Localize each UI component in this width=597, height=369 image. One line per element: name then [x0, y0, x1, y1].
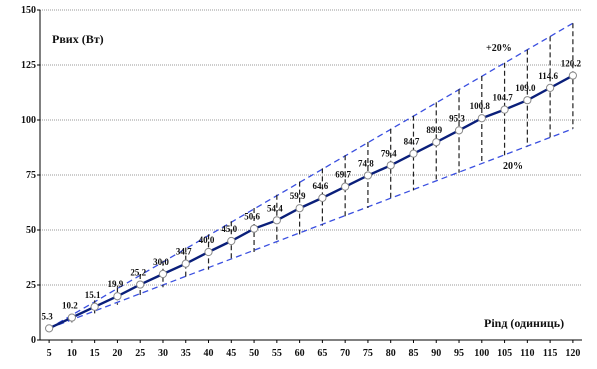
y-tick-label: 125 — [21, 60, 36, 71]
series-main — [45, 71, 577, 333]
x-tick-label: 35 — [181, 348, 191, 359]
tick-labels: 0 25 50 75 100 125 150 5 10 15 20 25 30 35 40 45 50 55 60 6… — [21, 5, 580, 359]
x-tick-label: 5 — [47, 348, 52, 359]
data-label: 5.3 — [41, 311, 53, 321]
series-line — [48, 74, 574, 330]
data-point — [477, 114, 486, 123]
data-label: 10.2 — [62, 301, 78, 311]
data-label: 59.9 — [290, 191, 306, 201]
data-label: 64.6 — [313, 181, 329, 191]
y-tick-label: 0 — [31, 335, 36, 346]
x-tick-label: 10 — [67, 348, 77, 359]
data-label: 79.4 — [381, 148, 397, 158]
data-point — [546, 83, 555, 92]
data-point — [272, 216, 281, 225]
data-point — [136, 280, 145, 289]
data-point — [204, 247, 213, 257]
x-tick-label: 55 — [272, 348, 282, 359]
y-tick-label: 75 — [26, 170, 36, 181]
data-point — [158, 269, 168, 279]
data-label: 69.7 — [335, 170, 351, 180]
data-point — [432, 138, 441, 147]
data-point — [523, 96, 532, 105]
data-point — [295, 204, 304, 213]
data-point — [500, 105, 509, 114]
data-point — [67, 313, 76, 322]
data-point — [568, 71, 577, 80]
data-label: 114.6 — [538, 71, 558, 81]
x-tick-label: 100 — [474, 348, 489, 359]
drop-lines — [71, 23, 574, 323]
x-axis-title: Ріnд (одиниць) — [484, 316, 564, 330]
y-tick-label: 150 — [21, 5, 36, 16]
axes — [37, 9, 582, 343]
x-tick-label: 30 — [158, 348, 168, 359]
x-tick-label: 50 — [249, 348, 259, 359]
lower-band-label: 20% — [503, 161, 523, 172]
data-label: 30.0 — [153, 257, 169, 267]
data-label: 104.7 — [492, 93, 513, 103]
gridlines — [40, 9, 582, 286]
data-label: 120.2 — [561, 59, 582, 69]
data-label: 54.4 — [267, 203, 283, 213]
data-point — [318, 193, 327, 202]
data-labels: 5.3 10.2 15.1 19.9 25.2 30.0 34.7 40.0 45.0 50.6 5… — [41, 59, 581, 322]
x-tick-label: 45 — [226, 348, 236, 359]
data-point — [227, 236, 236, 246]
x-tick-label: 90 — [431, 348, 441, 359]
data-label: 40.0 — [199, 235, 215, 245]
tolerance-band — [48, 22, 574, 329]
y-axis-title: Pвих (Вт) — [52, 32, 104, 46]
data-label: 34.7 — [176, 247, 192, 257]
data-point — [181, 259, 190, 268]
x-tick-label: 60 — [295, 348, 305, 359]
upper-band-line — [48, 22, 574, 329]
x-tick-label: 40 — [204, 348, 214, 359]
upper-band-label: +20% — [486, 43, 512, 54]
x-tick-label: 75 — [363, 348, 373, 359]
data-label: 25.2 — [130, 268, 146, 278]
data-label: 89.9 — [426, 125, 442, 135]
x-tick-label: 85 — [408, 348, 418, 359]
x-tick-label: 25 — [135, 348, 145, 359]
x-tick-label: 70 — [340, 348, 350, 359]
data-label: 50.6 — [244, 212, 260, 222]
y-tick-label: 100 — [21, 115, 36, 126]
data-point — [409, 149, 418, 158]
y-tick-label: 25 — [26, 280, 36, 291]
x-tick-label: 120 — [565, 348, 580, 359]
data-label: 45.0 — [221, 224, 237, 234]
data-label: 15.1 — [85, 290, 101, 300]
lower-band-line — [48, 128, 574, 329]
y-tick-label: 50 — [26, 225, 36, 236]
data-point — [45, 324, 54, 333]
x-tick-label: 80 — [386, 348, 396, 359]
data-label: 19.9 — [108, 279, 124, 289]
data-point — [363, 171, 373, 180]
data-point — [249, 224, 259, 233]
data-point — [341, 182, 350, 191]
data-label: 84.7 — [404, 137, 420, 147]
x-tick-label: 95 — [454, 348, 464, 359]
data-point — [90, 302, 99, 311]
data-point — [113, 292, 122, 301]
x-tick-label: 20 — [112, 348, 122, 359]
data-label: 109.0 — [515, 83, 536, 93]
data-label: 100.8 — [470, 101, 491, 111]
x-tick-label: 110 — [520, 348, 534, 359]
x-tick-label: 105 — [497, 348, 512, 359]
data-label: 74.8 — [358, 158, 374, 168]
x-tick-label: 65 — [317, 348, 327, 359]
x-tick-label: 115 — [543, 348, 557, 359]
data-label: 95.3 — [449, 113, 465, 123]
x-tick-label: 15 — [90, 348, 100, 359]
data-point — [454, 126, 464, 135]
data-point — [386, 161, 395, 170]
